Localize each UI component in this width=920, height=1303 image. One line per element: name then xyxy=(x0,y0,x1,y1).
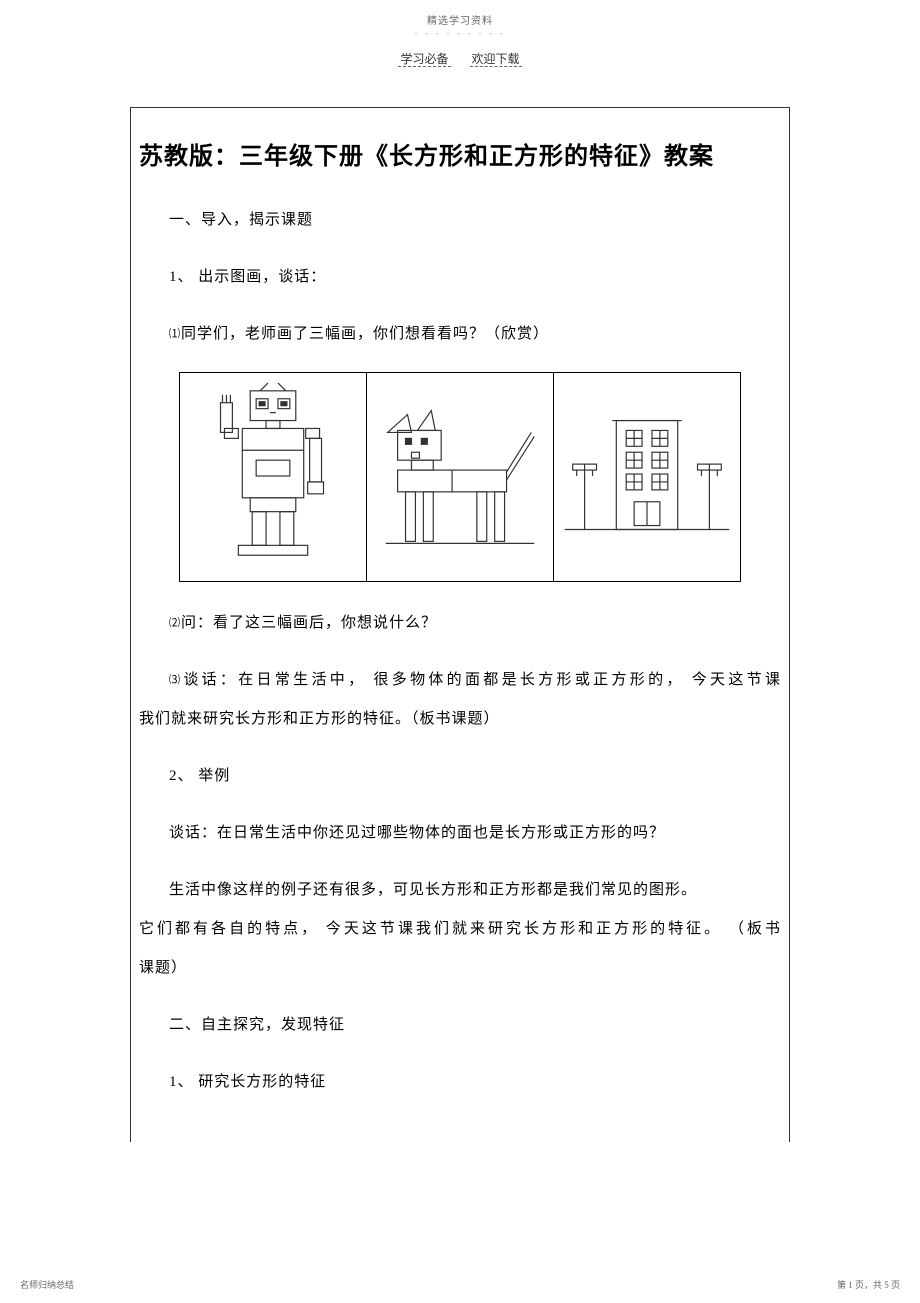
header-sub: 学习必备 欢迎下载 xyxy=(0,50,920,67)
section1-sub2: ⑵问：看了这三幅画后，你想说什么？ xyxy=(139,604,781,643)
section1-sub3-line1: ⑶谈话：在日常生活中， 很多物体的面都是长方形或正方形的， 今天这节课 xyxy=(139,661,781,700)
section1-talk: 谈话：在日常生活中你还见过哪些物体的面也是长方形或正方形的吗？ xyxy=(139,814,781,853)
footer-right: 第 1 页，共 5 页 xyxy=(837,1278,900,1291)
section1-item2: 2、 举例 xyxy=(139,757,781,796)
header-sub-left: 学习必备 xyxy=(398,52,450,67)
panel-building xyxy=(554,373,740,581)
section1-sub1-text: 同学们，老师画了三幅画，你们想看看吗？（欣赏） xyxy=(181,326,549,342)
section1-life1: 生活中像这样的例子还有很多，可见长方形和正方形都是我们常见的图形。 xyxy=(139,871,781,910)
illustration-container xyxy=(179,372,741,582)
section1-item1: 1、 出示图画，谈话： xyxy=(139,258,781,297)
footer-left: 名师归纳总结 xyxy=(20,1278,74,1291)
panel-dog xyxy=(367,373,554,581)
section1-life2b-text: （板书 xyxy=(729,921,781,937)
section1-sub3a-text: 谈话：在日常生活中， 很多物体的面都是长方形或正方形的， xyxy=(183,672,684,688)
section1-sub3-line2: 我们就来研究长方形和正方形的特征。（板书课题） xyxy=(139,700,781,739)
section1-sub1: ⑴同学们，老师画了三幅画，你们想看看吗？（欣赏） xyxy=(139,315,781,354)
content-box: 苏教版：三年级下册《长方形和正方形的特征》教案 一、导入，揭示课题 1、 出示图… xyxy=(130,107,790,1142)
section1-life2a-text: 它们都有各自的特点， 今天这节课我们就来研究长方形和正方形的特征。 xyxy=(139,921,722,937)
section1-heading: 一、导入，揭示课题 xyxy=(139,201,781,240)
section1-sub2-text: 问：看了这三幅画后，你想说什么？ xyxy=(181,615,437,631)
section2-item1: 1、 研究长方形的特征 xyxy=(139,1063,781,1102)
header-dots: - - - - - - - - - xyxy=(0,29,920,38)
section1-life3: 课题） xyxy=(139,949,781,988)
header-sub-right: 欢迎下载 xyxy=(470,52,522,67)
section2-heading: 二、自主探究，发现特征 xyxy=(139,1006,781,1045)
section1-sub3b-text: 今天这节课 xyxy=(692,672,781,688)
section1-life2: 它们都有各自的特点， 今天这节课我们就来研究长方形和正方形的特征。 （板书 xyxy=(139,910,781,949)
header-top-label: 精选学习资料 xyxy=(0,0,920,27)
page-title: 苏教版：三年级下册《长方形和正方形的特征》教案 xyxy=(139,136,781,171)
panel-robot xyxy=(180,373,367,581)
